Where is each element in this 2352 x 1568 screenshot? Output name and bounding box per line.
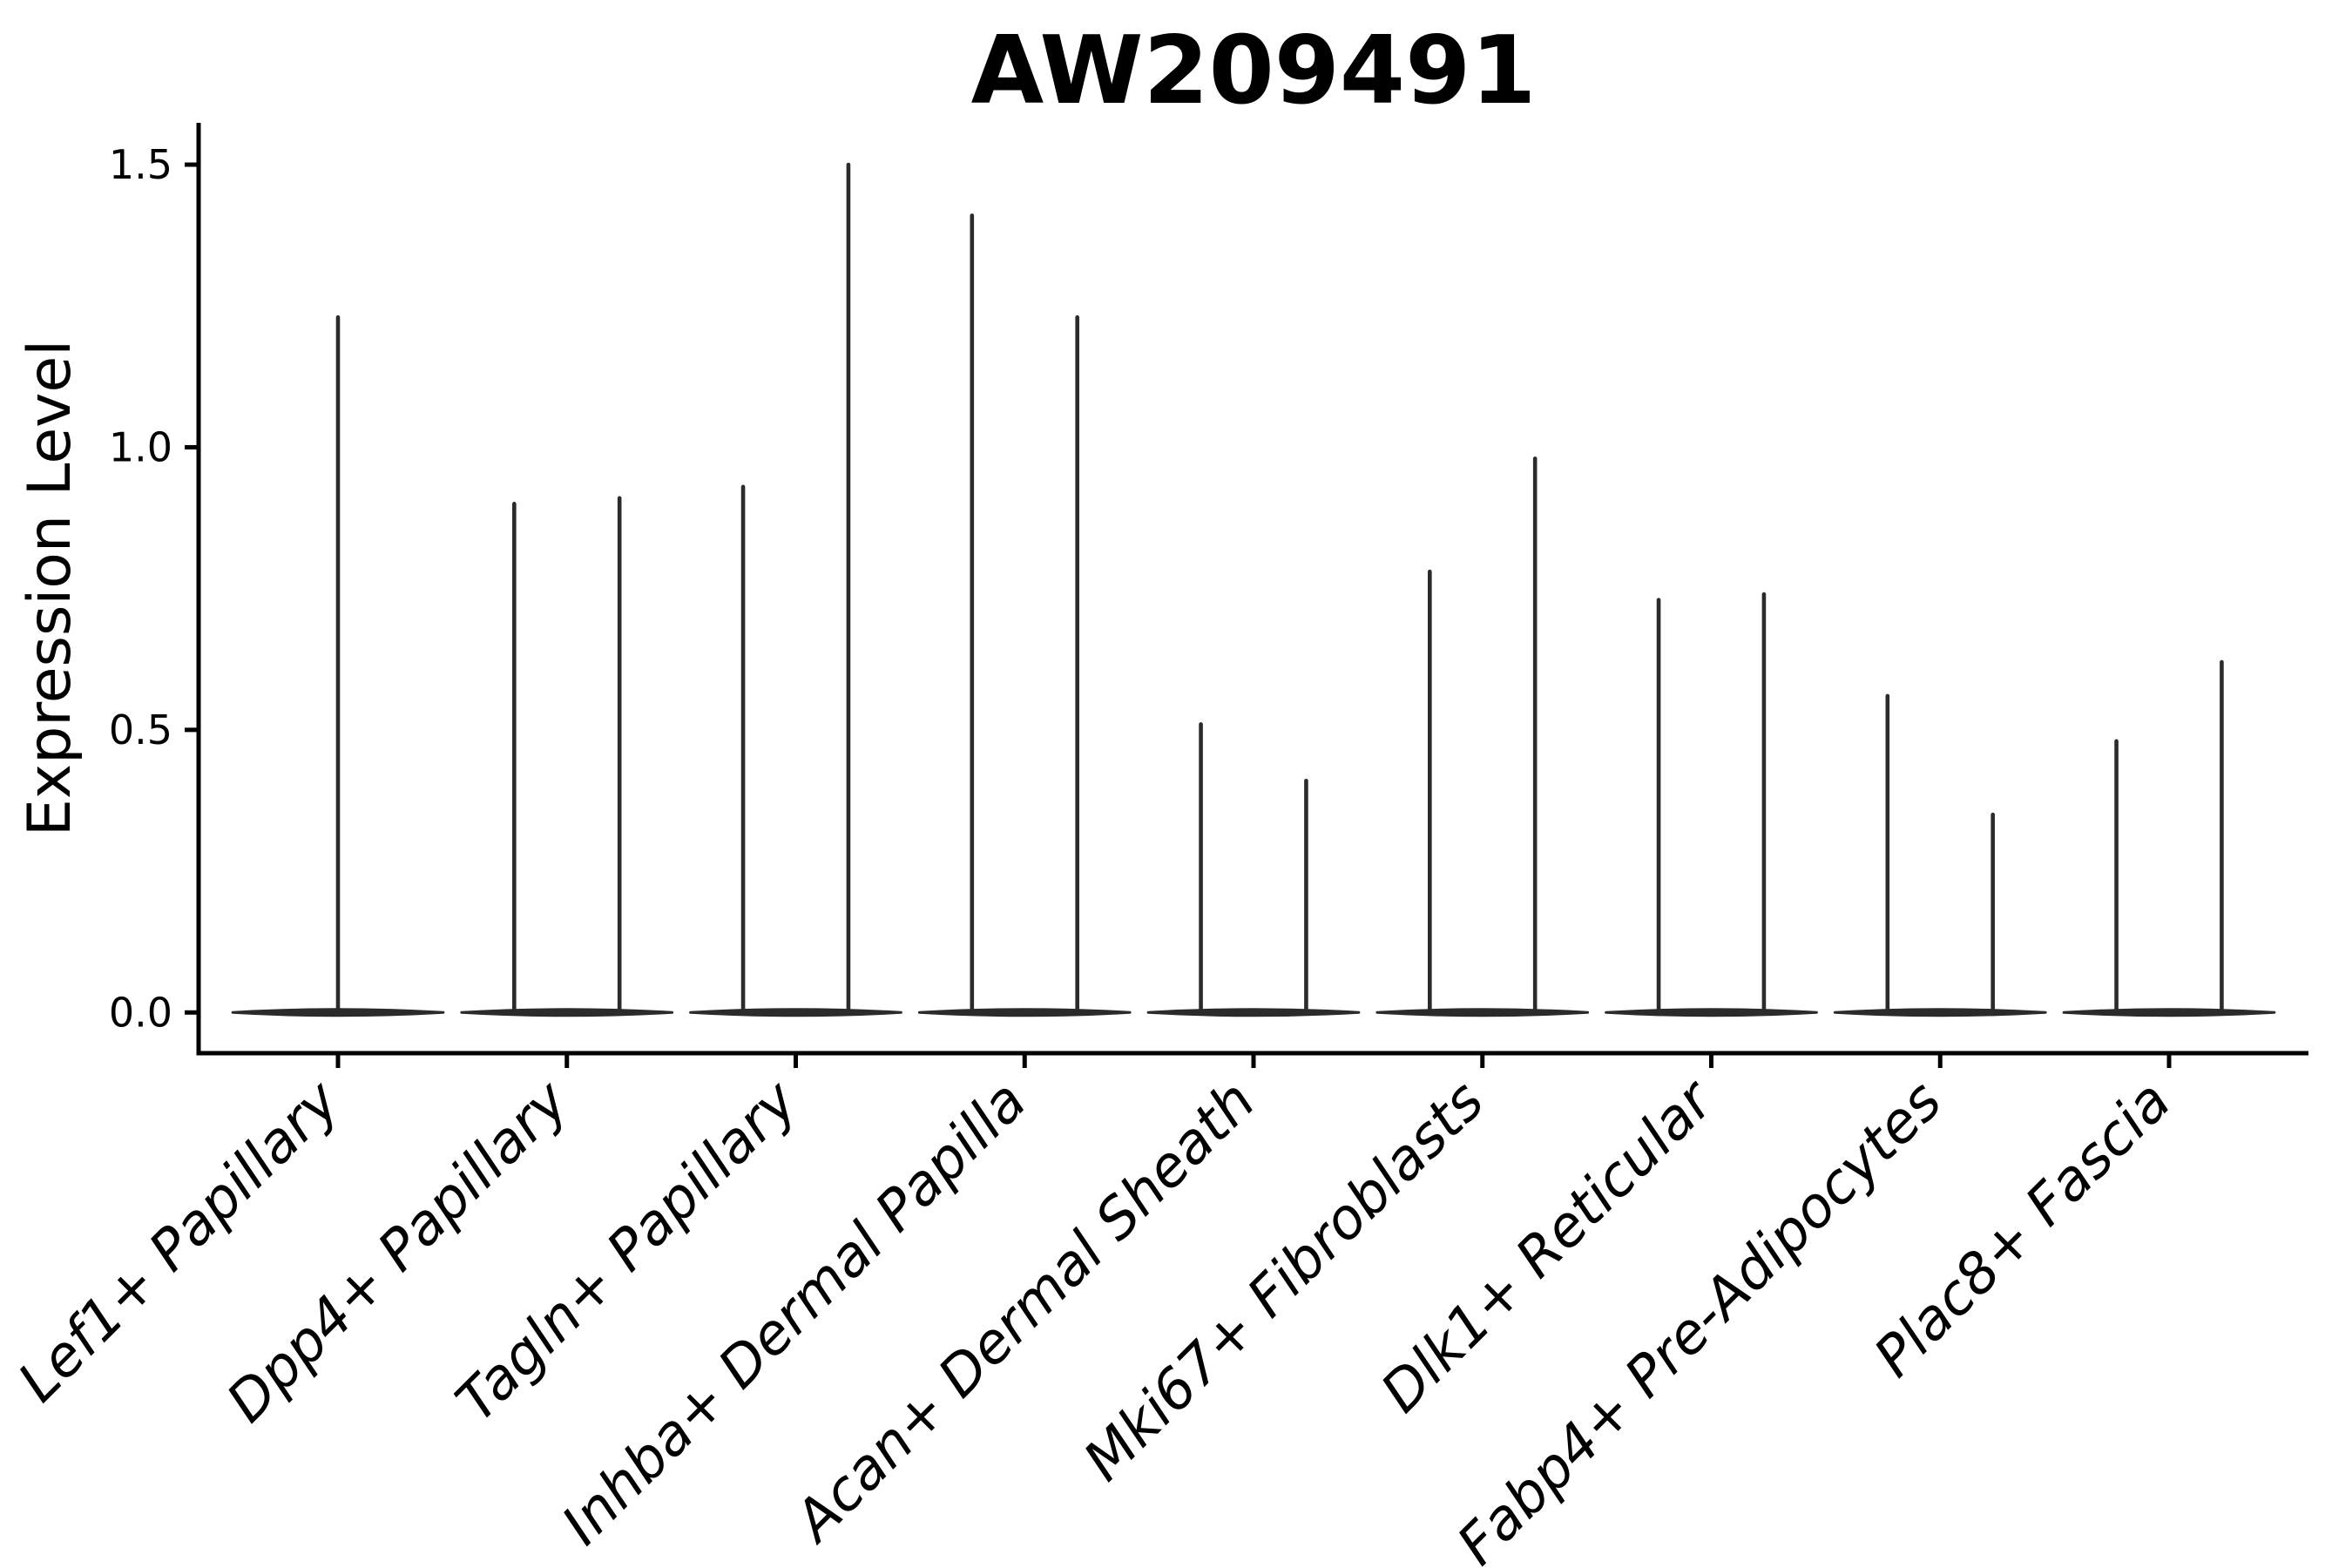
chart-title: AW209491: [971, 17, 1537, 125]
violin-dlk1-reticular: [1605, 591, 1818, 1017]
y-tick-label: 1.0: [109, 423, 172, 470]
violin-acan-dermal-sheath: [1146, 722, 1361, 1017]
axis-ticks-group: [185, 162, 2172, 1068]
violin-base: [689, 1008, 902, 1017]
violin-lef1-papillary: [231, 314, 445, 1017]
y-tick-label: 0.5: [109, 706, 172, 754]
violin-base: [2062, 1008, 2276, 1017]
y-axis-label: Expression Level: [16, 340, 84, 836]
violin-base: [1833, 1008, 2047, 1017]
violin-base: [917, 1008, 1132, 1017]
violin-tagln-papillary: [689, 162, 902, 1017]
x-category-label-mki67-fibroblasts: Mki67+ Fibroblasts: [1071, 1069, 1497, 1494]
x-category-label-acan-dermal-sheath: Acan+ Dermal Sheath: [781, 1069, 1267, 1556]
violin-plac8-fascia: [2062, 659, 2276, 1017]
violin-mki67-fibroblasts: [1375, 456, 1590, 1017]
x-category-label-inhba-dermal-papilla: Inhba+ Dermal Papilla: [550, 1069, 1038, 1558]
violin-base: [1146, 1008, 1361, 1017]
violin-base: [1605, 1008, 1818, 1017]
violin-dpp4-papillary: [460, 496, 674, 1017]
violin-inhba-dermal-papilla: [917, 213, 1132, 1017]
violin-base: [460, 1008, 674, 1017]
x-category-label-fabp4-pre-adipocytes: Fabp4+ Pre-Adipocytes: [1445, 1069, 1954, 1568]
violin-fabp4-pre-adipocytes: [1833, 693, 2047, 1017]
y-tick-label: 0.0: [109, 989, 172, 1036]
violin-series-group: [231, 162, 2276, 1017]
y-tick-label: 1.5: [109, 141, 172, 188]
violin-base: [1375, 1008, 1590, 1017]
